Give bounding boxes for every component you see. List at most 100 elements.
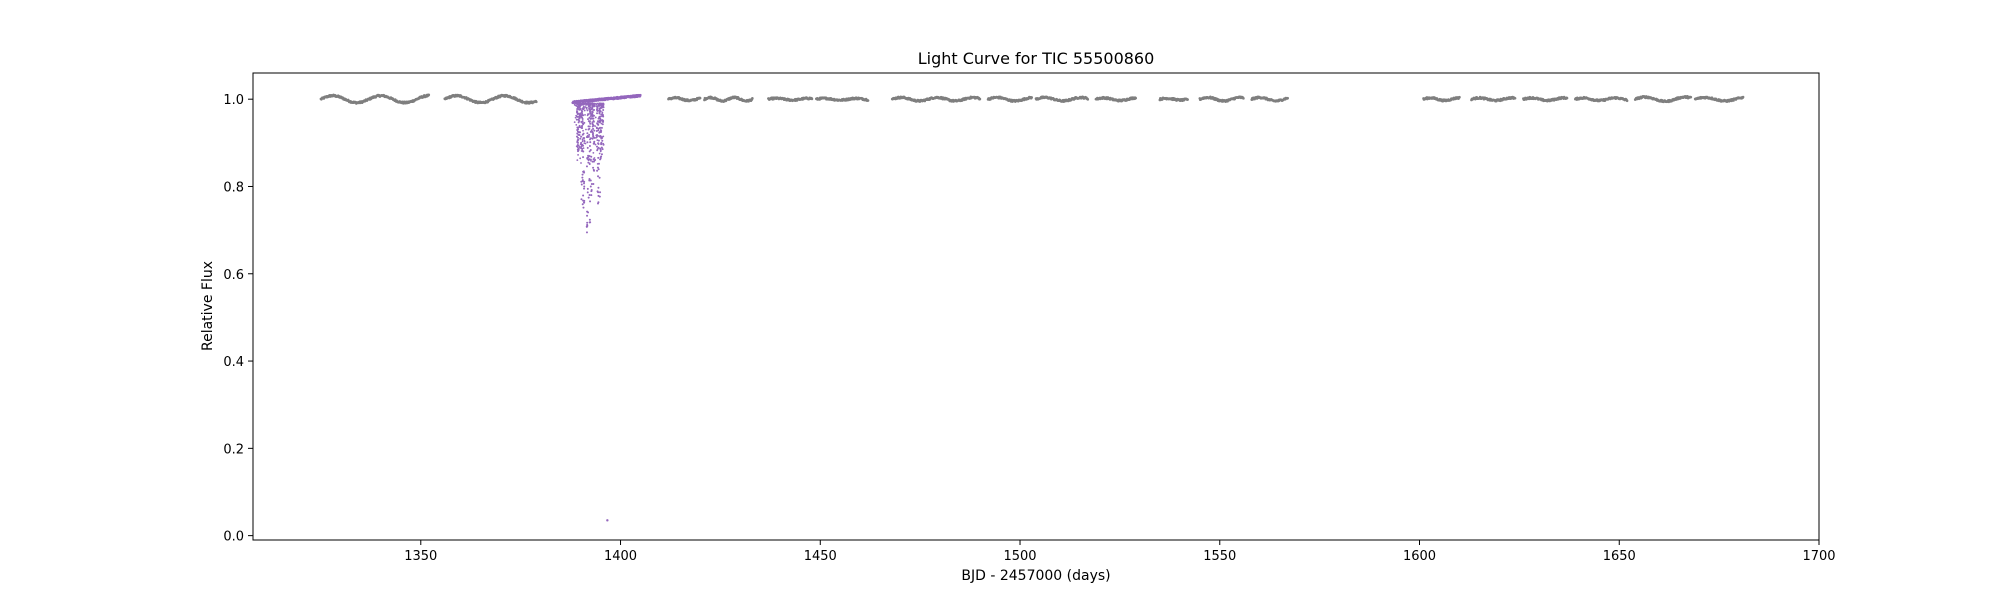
flux-point-highlight <box>575 102 578 105</box>
flux-point-highlight <box>599 157 602 160</box>
flux-point-highlight <box>581 176 584 179</box>
flux-point-highlight <box>588 177 591 180</box>
flux-point-highlight <box>577 102 580 105</box>
flux-point-highlight <box>582 144 585 147</box>
flux-point-highlight <box>590 188 593 191</box>
flux-point-highlight <box>602 142 605 145</box>
flux-point-highlight <box>596 190 599 193</box>
flux-point-highlight <box>576 159 579 162</box>
flux-point-highlight <box>597 103 600 106</box>
flux-point-highlight <box>598 131 601 134</box>
flux-point-highlight <box>592 183 595 185</box>
flux-point-highlight <box>591 106 594 109</box>
flux-point-highlight <box>590 114 593 117</box>
flux-point-highlight <box>596 120 599 123</box>
y-axis-label: Relative Flux <box>200 261 216 351</box>
flux-point-highlight <box>588 102 591 105</box>
flux-point-highlight <box>586 191 589 194</box>
flux-point-highlight <box>580 104 583 106</box>
flux-point-highlight <box>581 110 584 113</box>
flux-point-highlight <box>600 141 603 144</box>
flux-point-highlight <box>596 166 599 169</box>
flux-point-highlight <box>602 135 605 138</box>
flux-point-highlight <box>601 139 604 142</box>
flux-point-highlight <box>592 119 595 122</box>
flux-point-highlight <box>577 153 579 156</box>
flux-point-highlight <box>598 135 601 138</box>
flux-point-highlight <box>581 179 584 182</box>
flux-point-highlight <box>582 194 585 197</box>
flux-point-highlight <box>589 122 592 125</box>
flux-point <box>1186 98 1189 101</box>
flux-point <box>1030 96 1033 99</box>
flux-point-highlight <box>593 142 595 144</box>
flux-point-highlight <box>585 136 588 139</box>
flux-point-highlight <box>583 142 586 145</box>
flux-point-highlight <box>586 214 589 217</box>
flux-point-highlight <box>582 132 585 135</box>
flux-point-highlight <box>592 127 595 130</box>
flux-point-highlight <box>599 191 602 194</box>
flux-point <box>1741 95 1745 99</box>
flux-point-highlight <box>580 162 582 164</box>
flux-point-highlight <box>590 159 592 162</box>
flux-point-highlight <box>602 120 605 123</box>
flux-point-highlight <box>585 231 588 234</box>
flux-point-highlight <box>579 126 582 129</box>
flux-point <box>1513 96 1517 100</box>
flux-point-highlight <box>599 118 602 121</box>
flux-point-highlight <box>587 125 590 128</box>
flux-point-highlight <box>577 126 580 129</box>
flux-point-highlight <box>585 103 588 106</box>
flux-point-highlight <box>582 156 585 159</box>
chart-title: Light Curve for TIC 55500860 <box>918 49 1155 68</box>
flux-point-highlight <box>600 146 603 149</box>
flux-point-highlight <box>577 147 580 150</box>
flux-point-highlight <box>600 155 603 158</box>
flux-point-highlight <box>581 140 584 143</box>
flux-point-highlight <box>578 115 581 118</box>
flux-point-highlight <box>583 182 585 185</box>
x-tick-label: 1450 <box>804 549 837 564</box>
flux-point-highlight <box>593 169 596 172</box>
flux-point-highlight <box>596 169 599 172</box>
flux-point-highlight <box>577 138 580 141</box>
flux-point-highlight <box>601 111 604 114</box>
flux-point-highlight <box>589 111 592 114</box>
flux-point-highlight <box>590 194 593 197</box>
flux-point-highlight <box>587 159 590 162</box>
flux-point-highlight <box>581 203 584 206</box>
flux-point <box>1458 95 1461 99</box>
flux-point-highlight <box>597 129 600 132</box>
flux-point-highlight <box>579 107 582 109</box>
flux-point-highlight <box>599 126 601 129</box>
flux-point-highlight <box>582 102 585 105</box>
flux-point-highlight <box>597 134 599 137</box>
flux-point-highlight <box>588 218 591 221</box>
flux-point-highlight <box>601 119 604 121</box>
flux-point-highlight <box>581 173 584 176</box>
flux-point-highlight <box>588 150 591 153</box>
flux-point-highlight <box>580 198 583 201</box>
flux-point-highlight <box>597 168 600 171</box>
flux-point-highlight <box>575 123 578 126</box>
flux-point-highlight <box>578 108 581 111</box>
flux-point-highlight <box>593 105 596 108</box>
flux-point-highlight <box>582 170 585 173</box>
flux-point-highlight <box>595 136 597 139</box>
flux-point-highlight <box>581 118 584 121</box>
flux-point-highlight <box>583 201 586 204</box>
flux-point-highlight <box>588 194 591 197</box>
flux-point-highlight <box>578 113 581 116</box>
flux-point-highlight <box>602 102 605 105</box>
flux-point-highlight <box>591 108 593 111</box>
flux-point-highlight <box>596 123 599 126</box>
flux-point-highlight <box>597 156 600 159</box>
flux-point <box>978 97 982 101</box>
flux-point-highlight <box>593 157 596 159</box>
flux-point-highlight <box>575 118 578 121</box>
flux-point-highlight <box>595 109 598 111</box>
flux-point-highlight <box>576 110 578 113</box>
flux-point-highlight <box>586 221 589 224</box>
flux-outlier <box>606 519 609 522</box>
